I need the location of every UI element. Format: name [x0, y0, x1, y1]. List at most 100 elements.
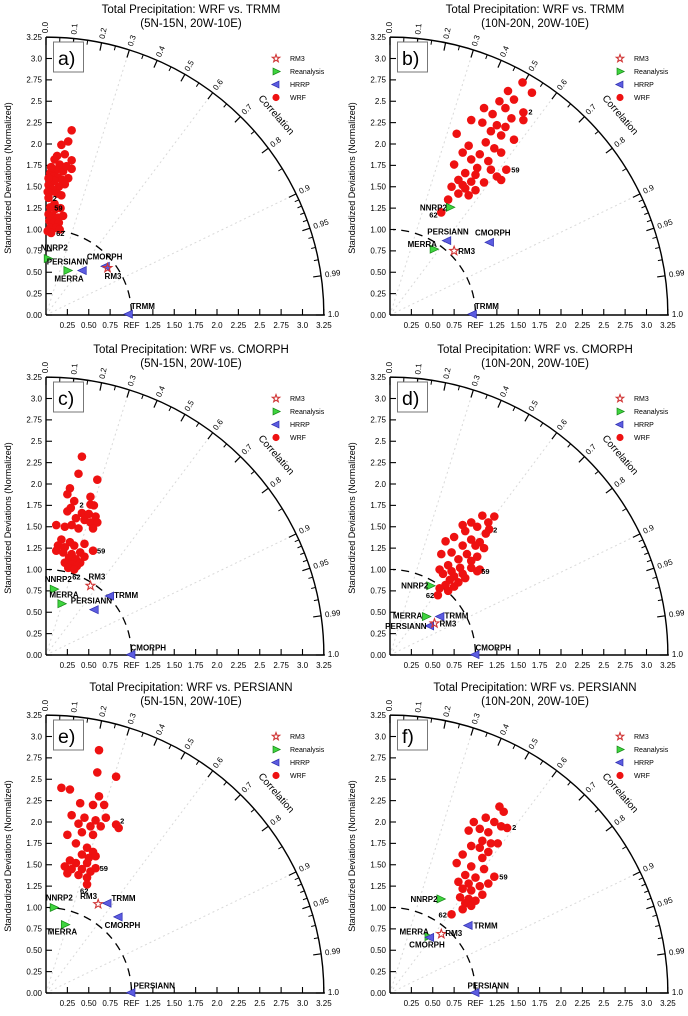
correlation-tick-label: 0.95 [656, 895, 674, 909]
correlation-tick [234, 456, 241, 463]
dataset-label-nnrp2: NNRP2 [45, 575, 73, 584]
y-tick-label: 1.00 [26, 225, 42, 234]
legend: RM3 Reanalysis HRRP WRF [614, 52, 669, 102]
outer-correlation-arc [45, 714, 325, 994]
wrf-point [44, 173, 53, 183]
correlation-minor-tick [141, 732, 144, 738]
x-tick-label: 3.25 [316, 999, 332, 1008]
y-tick-label: 0.25 [370, 629, 386, 638]
wrf-member-label: 2 [512, 823, 516, 832]
marker-nnrp2 [436, 894, 447, 904]
wrf-point [458, 180, 467, 190]
panel-letter: a) [58, 48, 75, 70]
x-tick-label: 0.75 [102, 321, 118, 330]
wrf-point [86, 821, 95, 831]
correlation-tick [605, 825, 613, 832]
marker-cmorph [484, 237, 494, 247]
wrf-point [111, 772, 121, 781]
y-tick-label: 0.50 [370, 268, 386, 277]
y-tick-label: 1.50 [370, 523, 386, 532]
correlation-tick-label: 0.1 [413, 362, 423, 375]
wrf-point [93, 475, 102, 485]
reference-std-arc [48, 906, 133, 991]
correlation-tick [524, 752, 530, 760]
reference-std-arc [392, 568, 477, 653]
correlation-minor-tick [311, 246, 316, 250]
wrf-member-label: 59 [511, 166, 519, 175]
correlation-minor-tick [657, 259, 663, 262]
correlation-minor-tick [567, 103, 571, 108]
outer-correlation-arc [45, 36, 325, 316]
wrf-point-member-59 [91, 863, 100, 873]
x-tick-label: 1.75 [532, 661, 548, 670]
correlation-minor-tick [223, 103, 227, 108]
dataset-label-merra: MERRA [49, 591, 79, 600]
correlation-tick-label: 0.9 [298, 183, 312, 196]
correlation-ray [45, 533, 297, 656]
wrf-point [484, 879, 493, 888]
panel-letter-box [397, 719, 428, 751]
marker-nnrp2 [445, 202, 456, 212]
correlation-tick-label: 0.2 [442, 704, 453, 717]
correlation-tick-label: 0.8 [269, 813, 284, 827]
wrf-point [479, 864, 489, 874]
y-tick-label: 0.25 [370, 967, 386, 976]
wrf-point [454, 189, 463, 198]
wrf-point [486, 126, 496, 136]
correlation-rays [389, 49, 641, 316]
y-tick-label: 2.0 [375, 818, 387, 827]
dataset-label-rm3: RM3 [458, 247, 475, 256]
wrf-point [57, 783, 66, 793]
wrf-point [464, 826, 473, 835]
correlation-tick-label: 0.0 [41, 21, 50, 33]
correlation-minor-tick [195, 760, 200, 765]
wrf-point [466, 115, 476, 125]
correlation-tick-label: 0.7 [240, 442, 255, 457]
correlation-minor-tick [141, 394, 144, 400]
correlation-ticks: 0.0 0.1 0.2 0.3 0.4 0.5 0.6 0.7 0.8 0.9 0.95 0.99 1.… [385, 361, 685, 659]
wrf-member-label: 59 [481, 567, 489, 576]
dataset-label-rm3: RM3 [105, 272, 122, 281]
correlation-tick [497, 400, 502, 408]
correlation-minor-tick [278, 846, 283, 850]
correlation-tick-label: 0.8 [269, 475, 284, 489]
y-tick-label: 1.50 [370, 183, 386, 192]
correlation-tick-label: 0.95 [312, 557, 330, 571]
wrf-point [99, 800, 109, 810]
wrf-point-member-62 [437, 208, 446, 217]
outer-correlation-arc [389, 376, 669, 656]
legend-wrf-icon [616, 771, 624, 780]
y-axis-ticks: 0.00 0.25 0.50 0.75 1.00 1.25 1.50 1.75 2.0 2.25 2… [370, 33, 396, 320]
correlation-tick [443, 382, 447, 391]
y-tick-label: 0.00 [26, 651, 42, 660]
wrf-member-label: 59 [499, 873, 507, 882]
correlation-minor-tick [297, 205, 302, 209]
y-tick-label: 0.50 [26, 608, 42, 617]
correlation-tick-label: 0.95 [312, 217, 330, 231]
correlation-minor-tick [567, 781, 571, 786]
correlation-tick-label: 0.0 [385, 699, 394, 711]
correlation-ticks: 0.0 0.1 0.2 0.3 0.4 0.5 0.6 0.7 0.8 0.9 0.95 0.99 1.… [385, 699, 685, 997]
x-tick-label: 3.0 [297, 999, 309, 1008]
y-tick-label: 0.00 [26, 989, 42, 998]
correlation-minor-tick [652, 576, 657, 579]
correlation-tick-label: 0.8 [613, 813, 628, 827]
dataset-label-nnrp2: NNRP2 [420, 203, 448, 212]
correlation-tick-label: 0.4 [154, 722, 167, 736]
dataset-label-rm3: RM3 [88, 573, 105, 582]
correlation-minor-tick [297, 883, 302, 887]
wrf-point [74, 819, 83, 829]
reference-datasets: NNRP2 PERSIANN MERRA CMORPH RM3 TRMM [41, 244, 155, 319]
y-tick-label: 0.25 [26, 967, 42, 976]
correlation-tick [632, 871, 641, 876]
legend-rm3-icon [270, 730, 282, 741]
x-tick-label: 1.25 [489, 321, 505, 330]
wrf-member-label: 59 [54, 203, 62, 212]
correlation-minor-tick [539, 82, 544, 87]
x-tick-label: 2.5 [254, 999, 266, 1008]
correlation-ray [45, 770, 214, 994]
wrf-point [51, 546, 61, 555]
wrf-point-member-2 [484, 525, 494, 534]
